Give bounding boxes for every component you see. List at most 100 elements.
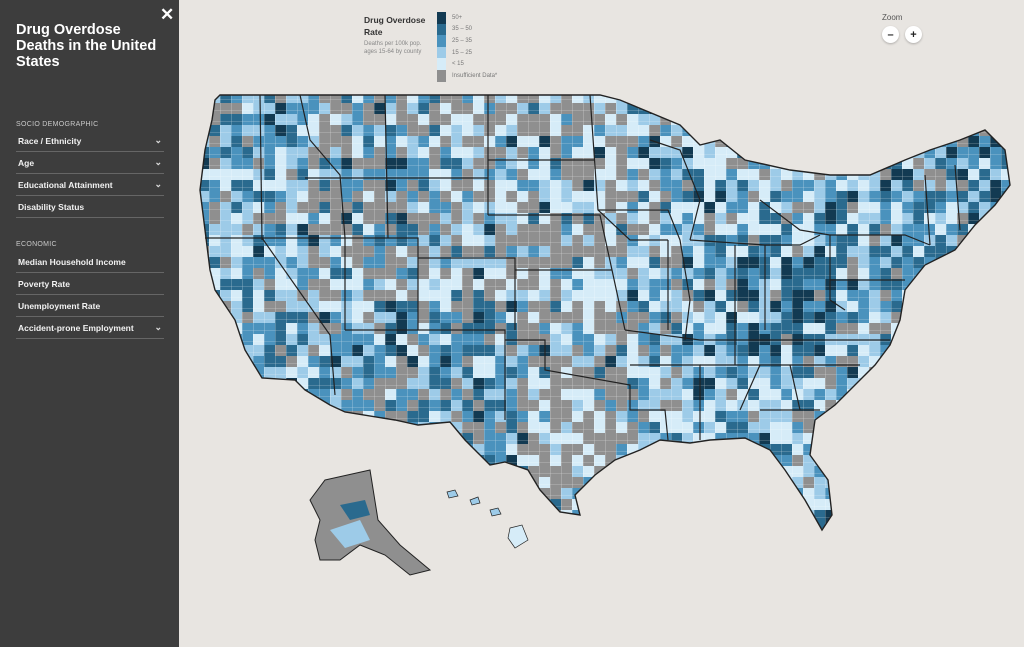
county-cell[interactable]	[242, 378, 253, 389]
county-cell[interactable]	[682, 334, 693, 345]
county-cell[interactable]	[627, 257, 638, 268]
county-cell[interactable]	[792, 191, 803, 202]
county-cell[interactable]	[517, 323, 528, 334]
county-cell[interactable]	[858, 125, 869, 136]
county-cell[interactable]	[220, 345, 231, 356]
county-cell[interactable]	[836, 411, 847, 422]
county-cell[interactable]	[748, 466, 759, 477]
county-cell[interactable]	[550, 356, 561, 367]
county-cell[interactable]	[484, 92, 495, 103]
county-cell[interactable]	[253, 345, 264, 356]
county-cell[interactable]	[825, 213, 836, 224]
county-cell[interactable]	[231, 180, 242, 191]
county-cell[interactable]	[451, 224, 462, 235]
county-cell[interactable]	[847, 466, 858, 477]
county-cell[interactable]	[396, 433, 407, 444]
county-cell[interactable]	[440, 411, 451, 422]
county-cell[interactable]	[550, 114, 561, 125]
county-cell[interactable]	[946, 389, 957, 400]
county-cell[interactable]	[671, 422, 682, 433]
county-cell[interactable]	[561, 169, 572, 180]
county-cell[interactable]	[583, 510, 594, 521]
county-cell[interactable]	[429, 224, 440, 235]
county-cell[interactable]	[550, 334, 561, 345]
county-cell[interactable]	[935, 92, 946, 103]
county-cell[interactable]	[968, 191, 979, 202]
county-cell[interactable]	[891, 499, 902, 510]
county-cell[interactable]	[506, 356, 517, 367]
county-cell[interactable]	[242, 510, 253, 521]
county-cell[interactable]	[209, 367, 220, 378]
county-cell[interactable]	[638, 510, 649, 521]
county-cell[interactable]	[671, 169, 682, 180]
county-cell[interactable]	[275, 114, 286, 125]
county-cell[interactable]	[594, 103, 605, 114]
county-cell[interactable]	[902, 268, 913, 279]
county-cell[interactable]	[385, 268, 396, 279]
county-cell[interactable]	[363, 103, 374, 114]
county-cell[interactable]	[484, 202, 495, 213]
county-cell[interactable]	[451, 477, 462, 488]
county-cell[interactable]	[660, 246, 671, 257]
county-cell[interactable]	[770, 279, 781, 290]
county-cell[interactable]	[1001, 488, 1012, 499]
county-cell[interactable]	[209, 224, 220, 235]
county-cell[interactable]	[803, 466, 814, 477]
county-cell[interactable]	[638, 92, 649, 103]
county-cell[interactable]	[847, 444, 858, 455]
county-cell[interactable]	[451, 125, 462, 136]
county-cell[interactable]	[242, 158, 253, 169]
county-cell[interactable]	[902, 444, 913, 455]
county-cell[interactable]	[385, 367, 396, 378]
county-cell[interactable]	[792, 290, 803, 301]
county-cell[interactable]	[242, 103, 253, 114]
county-cell[interactable]	[418, 224, 429, 235]
county-cell[interactable]	[869, 345, 880, 356]
county-cell[interactable]	[627, 147, 638, 158]
county-cell[interactable]	[407, 444, 418, 455]
county-cell[interactable]	[583, 521, 594, 532]
county-cell[interactable]	[660, 345, 671, 356]
county-cell[interactable]	[220, 466, 231, 477]
county-cell[interactable]	[770, 510, 781, 521]
county-cell[interactable]	[858, 422, 869, 433]
county-cell[interactable]	[220, 422, 231, 433]
county-cell[interactable]	[836, 114, 847, 125]
county-cell[interactable]	[935, 378, 946, 389]
county-cell[interactable]	[275, 191, 286, 202]
county-cell[interactable]	[704, 279, 715, 290]
county-cell[interactable]	[693, 510, 704, 521]
county-cell[interactable]	[517, 477, 528, 488]
county-cell[interactable]	[891, 411, 902, 422]
county-cell[interactable]	[396, 488, 407, 499]
county-cell[interactable]	[308, 411, 319, 422]
county-cell[interactable]	[638, 433, 649, 444]
county-cell[interactable]	[957, 279, 968, 290]
county-cell[interactable]	[880, 257, 891, 268]
county-cell[interactable]	[429, 334, 440, 345]
county-cell[interactable]	[913, 136, 924, 147]
county-cell[interactable]	[616, 323, 627, 334]
county-cell[interactable]	[748, 158, 759, 169]
county-cell[interactable]	[253, 147, 264, 158]
county-cell[interactable]	[297, 158, 308, 169]
county-cell[interactable]	[330, 147, 341, 158]
county-cell[interactable]	[726, 477, 737, 488]
county-cell[interactable]	[220, 378, 231, 389]
county-cell[interactable]	[209, 356, 220, 367]
county-cell[interactable]	[737, 125, 748, 136]
county-cell[interactable]	[814, 147, 825, 158]
county-cell[interactable]	[550, 312, 561, 323]
county-cell[interactable]	[902, 345, 913, 356]
county-cell[interactable]	[275, 279, 286, 290]
county-cell[interactable]	[407, 158, 418, 169]
county-cell[interactable]	[385, 378, 396, 389]
county-cell[interactable]	[539, 488, 550, 499]
county-cell[interactable]	[451, 378, 462, 389]
county-cell[interactable]	[704, 433, 715, 444]
county-cell[interactable]	[880, 433, 891, 444]
county-cell[interactable]	[935, 213, 946, 224]
county-cell[interactable]	[748, 477, 759, 488]
county-cell[interactable]	[264, 466, 275, 477]
county-cell[interactable]	[385, 103, 396, 114]
